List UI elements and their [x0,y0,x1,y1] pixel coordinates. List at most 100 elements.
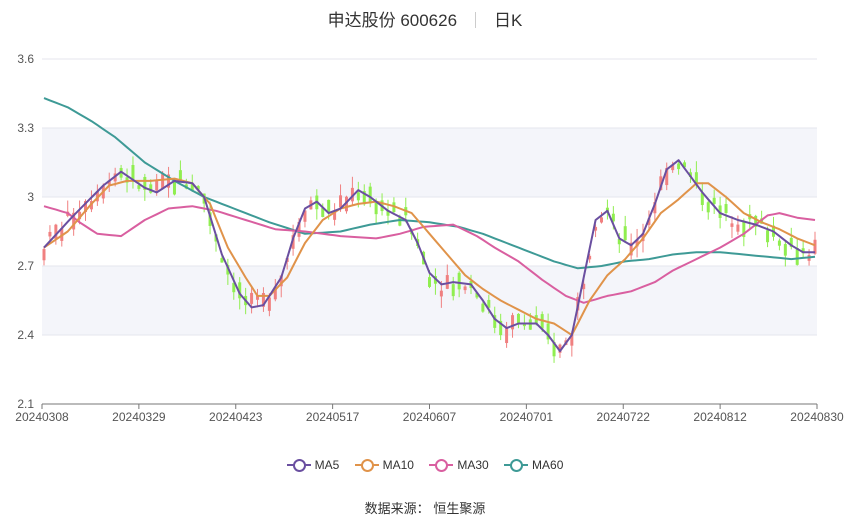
candle-body [261,292,265,307]
candle-body [190,183,194,191]
candle [712,189,716,214]
candle [178,160,182,183]
legend-circle-icon-ma5 [292,459,306,472]
candle-body [493,315,497,328]
candle-body [516,313,520,324]
candle-body [724,204,728,213]
candle-body [350,187,354,202]
candle-body [659,176,663,191]
legend-item-ma10[interactable]: MA10 [354,458,414,472]
candle-body [511,315,515,330]
candle-body [505,327,509,344]
legend-item-ma60[interactable]: MA60 [504,458,563,472]
candle-body [172,179,176,195]
candle [605,199,609,220]
candle-body [333,211,337,220]
candle-body [481,303,485,312]
candle [594,224,598,238]
x-tick-label: 20240722 [597,410,651,424]
candle [350,176,354,205]
candle-body [783,244,787,256]
candle [250,285,254,314]
candle-body [706,202,710,213]
candle-body [671,164,675,171]
x-tick-label: 20240607 [403,410,457,424]
candle [309,196,313,210]
candle-body [84,201,88,213]
candle [321,203,325,218]
candle-body [356,192,360,201]
candle [813,231,817,255]
y-tick-label: 3.6 [17,52,34,66]
candle [78,200,82,225]
candle [95,184,99,206]
candle-body [178,170,182,182]
candle-body [777,240,781,246]
y-tick-label: 2.1 [17,397,34,411]
candle-body [232,282,236,293]
candle-body [617,238,621,245]
candle-body [665,167,669,186]
candle [742,218,746,247]
x-tick-label: 20240329 [112,410,166,424]
candle [653,192,657,222]
candle-body [273,286,277,300]
candle-body [398,217,402,226]
candle-body [801,248,805,254]
candle-body [256,295,260,300]
candle-body [428,277,431,287]
candle [677,160,681,175]
candle-body [368,186,372,204]
candle [700,182,704,212]
candle-body [238,282,242,299]
candle [546,313,550,345]
legend-item-ma30[interactable]: MA30 [429,458,489,472]
candle-body [528,319,532,330]
candle-body [297,221,301,237]
candle-body [588,255,592,260]
candle-body [647,218,651,225]
legend-label-ma30: MA30 [457,458,489,472]
candle-body [766,230,770,243]
candlestick-chart: 2.1 2.4 2.7 3 3.3 3.6 20240308 20240329 2024042… [15,52,844,424]
y-tick-label: 3.3 [17,121,34,135]
candle-body [623,226,627,241]
candle-body [552,341,556,357]
candle [131,156,135,189]
candle [439,280,443,308]
candle [730,216,734,239]
candle-body [220,258,224,263]
candle-body [487,299,491,308]
candle-body [599,217,603,223]
y-tick-label: 3 [27,190,34,204]
candle [167,166,171,198]
candle-body [813,239,817,254]
candle [499,313,503,341]
candle [552,332,556,363]
candle [463,285,467,294]
band-3 [42,128,817,197]
candle-body [131,164,135,182]
gridlines [42,58,817,405]
candle [256,288,260,308]
x-tick-label: 20240830 [790,410,844,424]
candle-body [291,235,295,249]
candle-body [386,210,390,216]
candle-body [499,320,503,336]
candle-body [48,231,52,237]
candle [344,195,348,214]
candle [706,200,710,220]
candle-body [439,290,443,297]
legend-item-ma5[interactable]: MA5 [286,458,339,472]
legend-circle-icon-ma10 [360,459,374,472]
candle-body [730,223,734,227]
candle-body [267,297,271,311]
x-tick-label: 20240308 [15,410,69,424]
source-name: 恒生聚源 [433,501,486,516]
candle-body [629,242,633,256]
background-bands [42,128,817,335]
ma10-line [43,177,816,336]
y-axis: 2.1 2.4 2.7 3 3.3 3.6 [17,52,34,411]
candle [333,203,337,226]
candle-body [42,249,46,261]
